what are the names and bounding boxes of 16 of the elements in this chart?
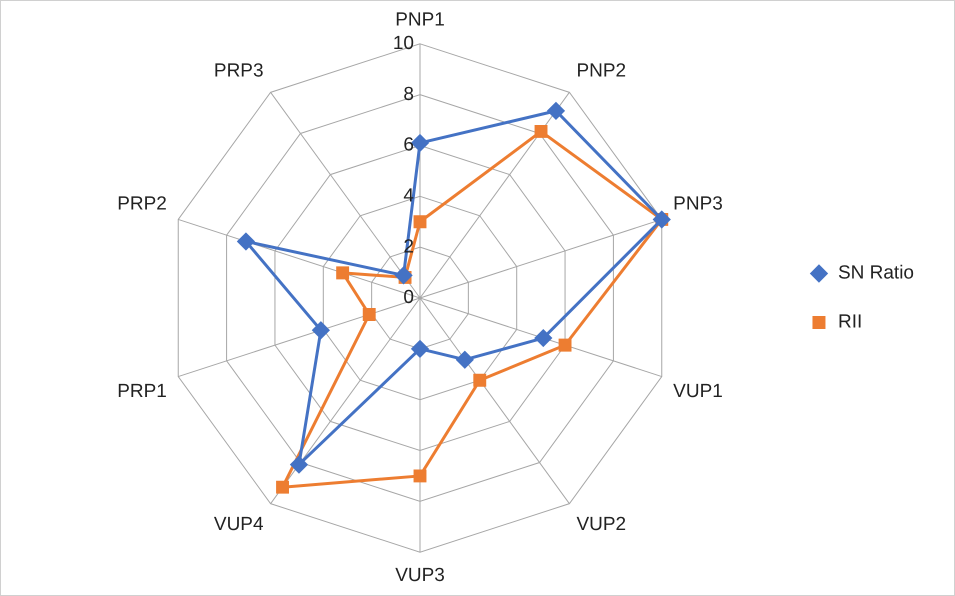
- spoke-label: PRP2: [117, 194, 167, 215]
- legend-label: RII: [838, 312, 862, 333]
- y-tick-label: 0: [403, 287, 414, 308]
- spoke-label: PRP1: [117, 380, 167, 402]
- y-tick-label: 6: [403, 134, 414, 156]
- y-tick-label: 10: [392, 33, 414, 54]
- spoke-label: PRP3: [214, 60, 264, 82]
- spoke-label: VUP4: [214, 514, 264, 535]
- spoke-label: PNP2: [576, 60, 626, 82]
- spoke-label: VUP1: [673, 380, 723, 402]
- spoke-label: PNP1: [395, 10, 445, 31]
- spoke-label: VUP3: [395, 564, 445, 586]
- spoke-label: PNP3: [673, 194, 723, 215]
- y-tick-label: 8: [403, 84, 414, 105]
- legend-label: SN Ratio: [838, 262, 914, 284]
- spoke-label: VUP2: [576, 514, 626, 535]
